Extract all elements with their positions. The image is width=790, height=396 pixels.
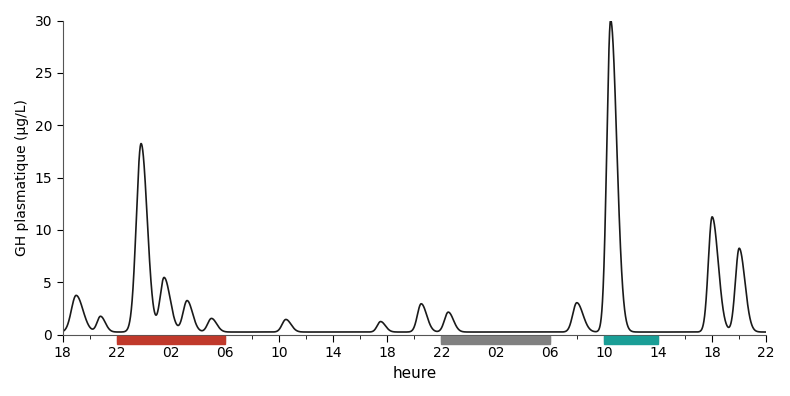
Y-axis label: GH plasmatique (µg/L): GH plasmatique (µg/L) [15, 99, 29, 256]
Bar [604, 336, 658, 344]
X-axis label: heure: heure [393, 366, 437, 381]
Bar [442, 336, 550, 344]
Bar [117, 336, 225, 344]
